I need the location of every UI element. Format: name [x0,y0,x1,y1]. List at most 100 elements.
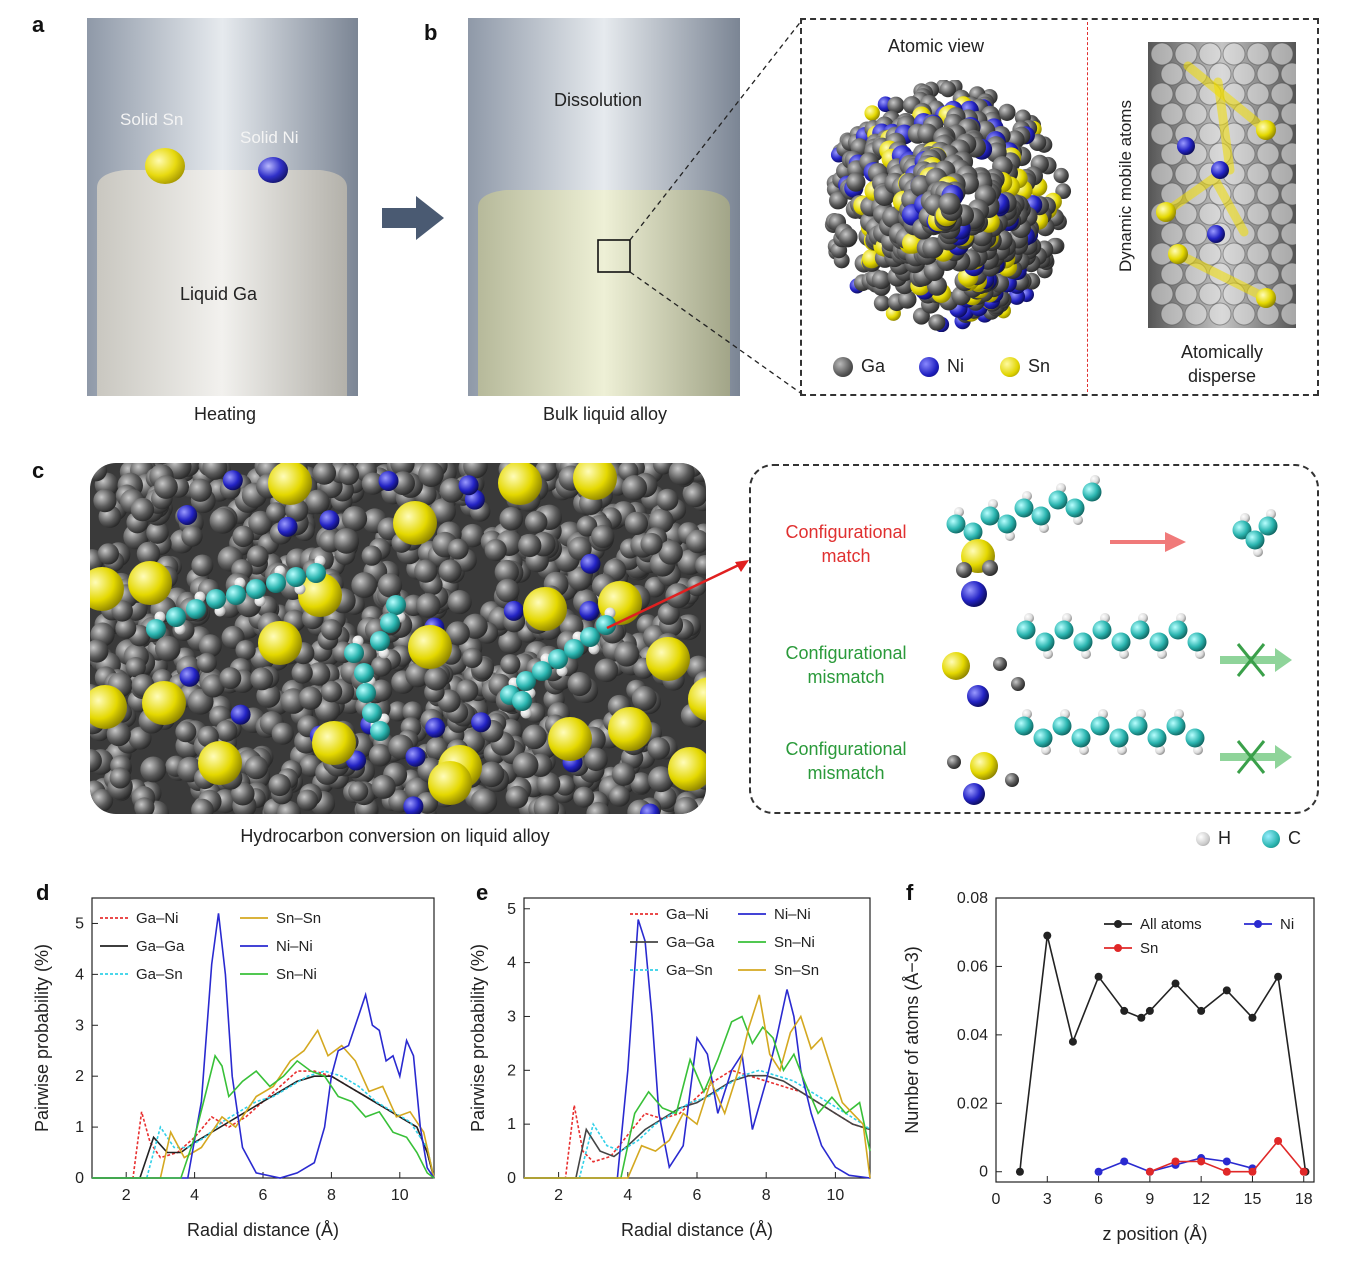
surface-ga-atom [306,662,331,686]
column-atom [1246,82,1270,106]
surface-sn-atom [142,681,186,725]
column-atom [1270,162,1294,186]
series-line [92,913,435,1179]
liquid-ga-label: Liquid Ga [180,284,258,304]
surface-ga-atom [314,697,341,723]
surface-c-atom [354,663,374,683]
column-ni-atom [1211,161,1229,179]
chart-f: 0 3 6 9 12 15 18 0 0.02 0.04 0.06 0.08 z position (Å… [902,890,1315,1244]
surface-ga-atom [415,593,441,618]
surface-ga-atom [647,737,670,760]
sphere-atom [938,192,961,215]
surface-ga-atom [512,752,539,779]
surface-ga-atom [115,617,137,639]
molecule-c-atom [980,506,1000,526]
surface-ga-atom [656,488,679,511]
match-ni-atom [961,581,987,607]
mechanism-molecules [942,475,1292,805]
column-atom [1160,62,1184,86]
molecule-h-atom [1043,649,1053,659]
molecule-c-atom [1092,620,1112,640]
y-tick-label: 5 [75,915,84,932]
molecule-c-atom [1149,632,1169,652]
series-line [524,1074,871,1179]
surface-ga-atom [594,658,619,683]
sphere-atom [929,314,946,331]
surface-ga-atom [621,475,648,501]
surface-ga-atom [196,652,217,673]
surface-ga-atom [568,536,592,561]
surface-ga-atom [505,785,529,809]
surface-c-atom [532,661,552,681]
surface-c-atom [286,567,306,587]
series-point [1120,1157,1129,1166]
y-axis-label: Number of atoms (Å−3) [902,946,922,1134]
surface-ga-atom [500,654,521,675]
molecule-c-atom [1128,716,1148,736]
surface-ga-atom [591,524,615,549]
surface-sn-atom [646,637,690,681]
molecule-c-atom [1109,728,1129,748]
y-tick-label: 5 [507,901,516,918]
atomically-disperse-label: Atomically disperse [1180,342,1264,386]
surface-ga-atom [361,545,382,566]
surface-ga-atom [414,559,438,583]
x-tick-label: 18 [1295,1191,1313,1208]
surface-sn-atom [90,685,127,729]
surface-ga-atom [584,747,608,772]
legend-sn-label: Sn [1028,356,1051,376]
molecule-c-atom [1033,728,1053,748]
series-point [1248,1013,1257,1022]
molecule-c-atom [1073,632,1093,652]
molecule-h-atom [1266,509,1276,519]
column-atom [1280,142,1296,166]
sphere-atom [998,103,1016,121]
x-tick-label: 8 [762,1187,771,1204]
surface-ga-atom [320,680,343,703]
surface-ga-atom [631,685,657,711]
sphere-atom [839,227,858,247]
surface-ga-atom [97,543,119,565]
surface-ga-atom [341,506,368,532]
y-axis-label: Pairwise probability (%) [32,944,52,1132]
match-ga-atom [956,562,972,578]
surface-ga-atom [554,775,576,796]
molecule-c-atom [1168,620,1188,640]
surface-ga-atom [191,798,214,814]
x-tick-label: 9 [1145,1191,1154,1208]
column-atom [1256,222,1280,246]
surface-ga-atom [219,667,242,690]
series-point [1171,1157,1180,1166]
y-tick-label: 0 [507,1170,516,1187]
legend-ga-label: Ga [861,356,886,376]
molecule-c-atom [1082,482,1102,502]
column-atom [1270,42,1294,66]
surface-ga-atom [460,523,485,548]
surface-ga-atom [140,756,167,783]
surface-ga-atom [463,463,488,479]
series-point [1274,972,1283,981]
molecule-h-atom [1253,547,1263,557]
surface-sn-atom [198,741,242,785]
sphere-atom [1055,183,1072,200]
match-ga-atom [982,560,998,576]
surface-ga-atom [298,686,323,710]
column-atom [1174,162,1198,186]
surface-ga-atom [484,539,507,562]
blocked-arrow [1220,745,1292,769]
surface-ga-atom [155,635,181,662]
surface-sn-atom [573,463,617,500]
reaction-arrow [1110,532,1186,552]
surface-ga-atom [338,464,360,486]
x-tick-label: 2 [122,1187,131,1204]
sphere-atom [873,295,891,312]
column-atom [1150,282,1174,306]
mismatch-ni-atom [967,685,989,707]
column-atom [1246,242,1270,266]
panel-c-caption: Hydrocarbon conversion on liquid alloy [240,826,550,846]
sn-atom-icon [1000,356,1020,377]
surface-ga-atom [109,767,131,789]
molecule-c-atom [1245,530,1265,550]
x-tick-label: 12 [1192,1191,1210,1208]
molecule-c-atom [946,514,966,534]
